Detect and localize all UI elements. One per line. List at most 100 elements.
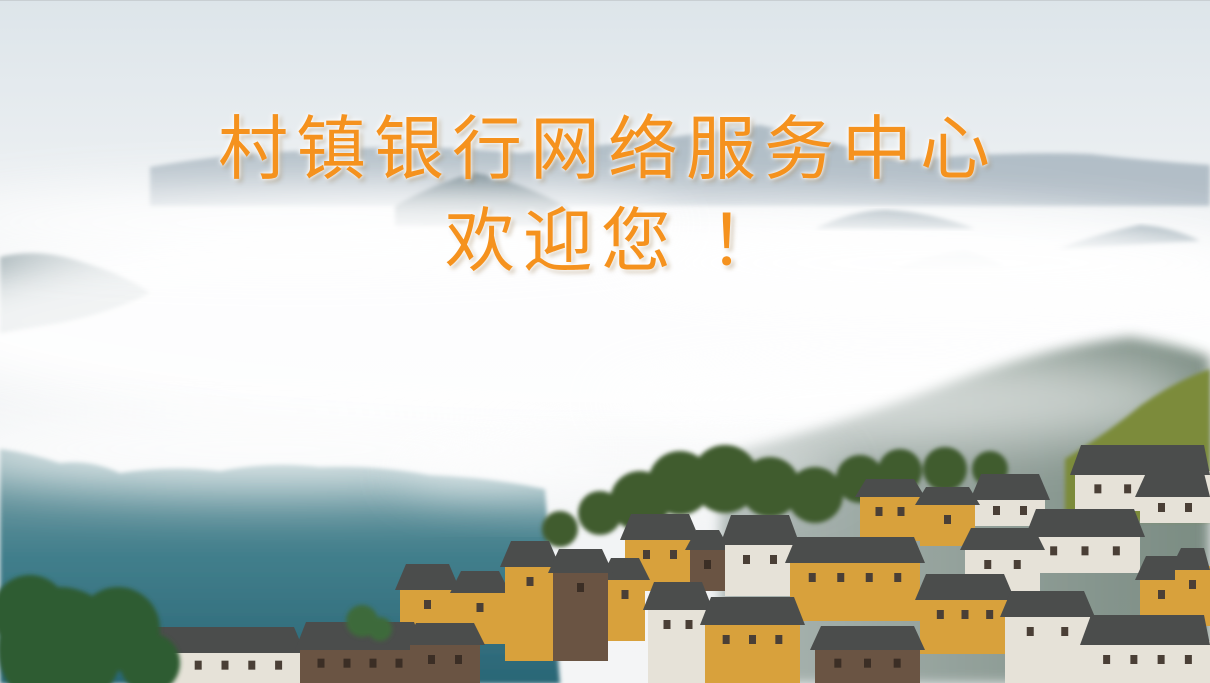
house-wall [648, 606, 708, 683]
house-window [1061, 627, 1068, 636]
village-house [500, 541, 560, 661]
house-window [1082, 546, 1089, 555]
house-window [986, 610, 993, 619]
house-window [275, 661, 282, 670]
house-window [622, 590, 629, 599]
house-window [962, 610, 969, 619]
village-house [720, 515, 800, 596]
house-window [248, 661, 255, 670]
village-house [1025, 509, 1145, 573]
village-house [700, 597, 805, 683]
house-wall [410, 641, 480, 683]
house-roof [1070, 445, 1210, 475]
house-window [195, 661, 202, 670]
house-window [686, 620, 693, 629]
house-roof [1135, 473, 1210, 497]
house-window [864, 659, 871, 668]
house-window [837, 573, 844, 582]
house-roof [548, 549, 613, 573]
house-window [984, 560, 991, 569]
house-window [396, 659, 403, 668]
house-window [937, 610, 944, 619]
house-window [894, 573, 901, 582]
house-window [775, 635, 782, 644]
house-window [898, 507, 905, 516]
house-roof [720, 515, 800, 545]
welcome-title: 村镇银行网络服务中心 [0, 107, 1210, 191]
house-wall [790, 559, 920, 621]
house-wall [1005, 613, 1090, 683]
village-house [1000, 591, 1095, 683]
house-wall [920, 596, 1010, 654]
house-window [670, 550, 677, 559]
house-window [222, 661, 229, 670]
house-roof [405, 623, 485, 645]
house-window [1124, 484, 1131, 493]
house-window [1158, 503, 1165, 512]
house-window [770, 555, 777, 564]
village-house [855, 479, 925, 541]
village-house [915, 574, 1015, 654]
house-window [1014, 560, 1021, 569]
house-window [704, 560, 711, 569]
house-window [370, 659, 377, 668]
house-roof [1080, 615, 1210, 645]
house-wall [860, 493, 920, 541]
house-window [1094, 484, 1101, 493]
house-window [1130, 655, 1137, 664]
village-house [643, 582, 713, 683]
house-window [1050, 546, 1057, 555]
house-window [1158, 590, 1165, 599]
house-window [1020, 506, 1027, 515]
house-wall [605, 576, 645, 641]
house-window [1185, 655, 1192, 664]
house-wall [1140, 493, 1210, 523]
house-roof [960, 528, 1045, 550]
house-wall [705, 621, 800, 683]
house-window [477, 603, 484, 612]
house-window [1158, 655, 1165, 664]
house-window [424, 600, 431, 609]
house-roof [970, 474, 1050, 500]
village-house [405, 623, 485, 683]
house-wall [725, 541, 795, 596]
house-roof [395, 564, 460, 590]
house-window [809, 573, 816, 582]
house-roof [855, 479, 925, 497]
house-window [455, 655, 462, 664]
house-window [993, 506, 1000, 515]
house-window [428, 655, 435, 664]
house-window [876, 507, 883, 516]
welcome-subtitle: 欢迎您 ！ [0, 199, 1210, 283]
house-wall [553, 569, 608, 661]
house-window [749, 635, 756, 644]
house-roof [620, 514, 700, 540]
house-roof [915, 487, 980, 505]
house-window [944, 515, 951, 524]
house-window [318, 659, 325, 668]
village-house [1080, 615, 1210, 683]
village-house [548, 549, 613, 661]
house-window [344, 659, 351, 668]
village-house [1170, 548, 1210, 626]
house-roof [1000, 591, 1095, 617]
house-window [1113, 546, 1120, 555]
house-window [1027, 627, 1034, 636]
house-roof [915, 574, 1015, 600]
house-window [723, 635, 730, 644]
house-roof [1025, 509, 1145, 537]
village-house [785, 537, 925, 621]
house-roof [810, 626, 925, 650]
house-window [894, 659, 901, 668]
house-window [866, 573, 873, 582]
village-house [810, 626, 925, 683]
village-house [1135, 473, 1210, 523]
house-window [527, 577, 534, 586]
house-roof [700, 597, 805, 625]
house-window [1189, 580, 1196, 589]
house-window [743, 555, 750, 564]
house-window [664, 620, 671, 629]
house-window [1103, 655, 1110, 664]
